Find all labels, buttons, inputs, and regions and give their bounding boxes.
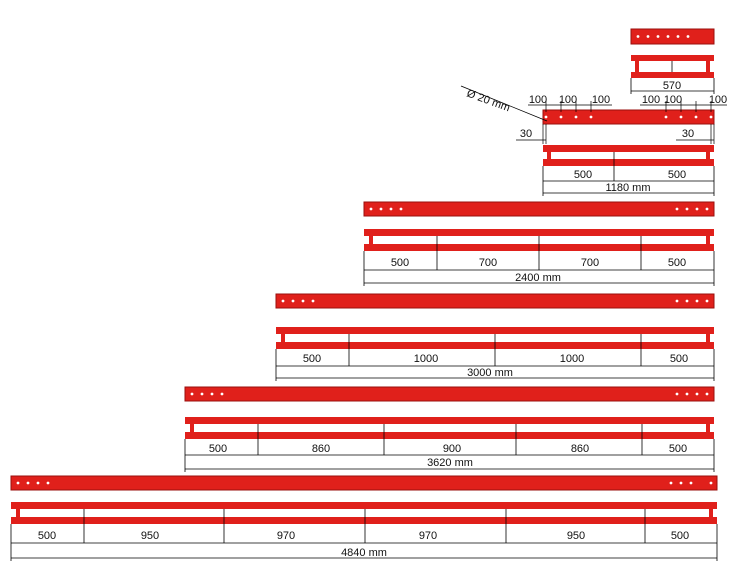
beam-3620-top-view: [184, 386, 715, 402]
beam-570-side-view: [631, 55, 714, 78]
beam-1180: 500 500 1180 mm: [542, 145, 715, 196]
beam-1180-seg-1: 500: [574, 169, 592, 181]
beam-1180-top-view: [542, 109, 715, 125]
beam-4840-seg-2: 950: [141, 530, 159, 542]
beam-4840-top-view: [10, 475, 718, 491]
beam-570-holes: [636, 35, 690, 38]
beam-4840-seg-3: 970: [277, 530, 295, 542]
beam-3620-seg-1: 500: [209, 443, 227, 455]
beam-3000-seg-2: 1000: [414, 353, 438, 365]
spacing-label-left-1: 100: [529, 94, 547, 106]
beam-3620-seg-4: 860: [571, 443, 589, 455]
beam-3620: 500 860 900 860 500 3620 mm: [184, 386, 715, 472]
beam-2400-top-view: [363, 201, 715, 217]
hole-diameter-label: Ø 20 mm: [465, 88, 512, 115]
beam-1180-total-label: 1180 mm: [605, 182, 650, 194]
beam-4840-seg-5: 950: [567, 530, 585, 542]
beam-3620-total-label: 3620 mm: [427, 457, 473, 469]
spacing-label-right-3: 100: [709, 94, 727, 106]
beam-3620-dimension: 500 860 900 860 500 3620 mm: [184, 424, 715, 472]
beam-4840-seg-4: 970: [419, 530, 437, 542]
beam-2400-seg-2: 700: [479, 257, 497, 269]
beam-3620-seg-3: 900: [443, 443, 461, 455]
spacing-label-right-2: 100: [664, 94, 682, 106]
beam-570-top-view: [630, 28, 715, 45]
beam-3000: 500 1000 1000 500 3000 mm: [275, 293, 715, 381]
beam-4840-total-label: 4840 mm: [341, 547, 387, 559]
beam-1180-side-view: [543, 145, 714, 166]
beam-1180-dimension: 500 500 1180 mm: [542, 152, 715, 196]
spacing-label-left-2: 100: [559, 94, 577, 106]
beam-2400-seg-4: 500: [668, 257, 686, 269]
beam-3000-seg-3: 1000: [560, 353, 584, 365]
edge-label-right: 30: [682, 128, 694, 140]
hole-detail: Ø 20 mm 100 100 100 100 100 100 30 30: [460, 85, 727, 144]
beam-1180-seg-2: 500: [668, 169, 686, 181]
beam-570: 570: [630, 28, 715, 94]
beam-2400-total-label: 2400 mm: [515, 272, 561, 284]
beam-4840-seg-6: 500: [671, 530, 689, 542]
beam-3620-seg-2: 860: [312, 443, 330, 455]
beam-2400-dimension: 500 700 700 500 2400 mm: [363, 236, 715, 286]
beam-570-total-label: 570: [663, 80, 681, 92]
beam-3000-total-label: 3000 mm: [467, 367, 513, 379]
beam-2400-seg-1: 500: [391, 257, 409, 269]
beam-570-dimension: 570: [630, 78, 715, 94]
beam-3000-dimension: 500 1000 1000 500 3000 mm: [275, 334, 715, 381]
beam-4840-dimension: 500 950 970 970 950 500 4840 mm: [10, 509, 718, 561]
beam-3000-seg-4: 500: [670, 353, 688, 365]
beam-4840: 500 950 970 970 950 500 4840 mm: [10, 475, 718, 561]
beam-2400-seg-3: 700: [581, 257, 599, 269]
beam-3620-side-view: [185, 417, 714, 439]
spacing-label-right-1: 100: [642, 94, 660, 106]
edge-label-left: 30: [520, 128, 532, 140]
spacing-label-left-3: 100: [592, 94, 610, 106]
beam-3000-top-view: [275, 293, 715, 309]
beam-3000-seg-1: 500: [303, 353, 321, 365]
beam-4840-seg-1: 500: [38, 530, 56, 542]
beam-4840-side-view: [11, 502, 717, 524]
beam-2400: 500 700 700 500 2400 mm: [363, 201, 715, 286]
beam-3620-seg-5: 500: [669, 443, 687, 455]
